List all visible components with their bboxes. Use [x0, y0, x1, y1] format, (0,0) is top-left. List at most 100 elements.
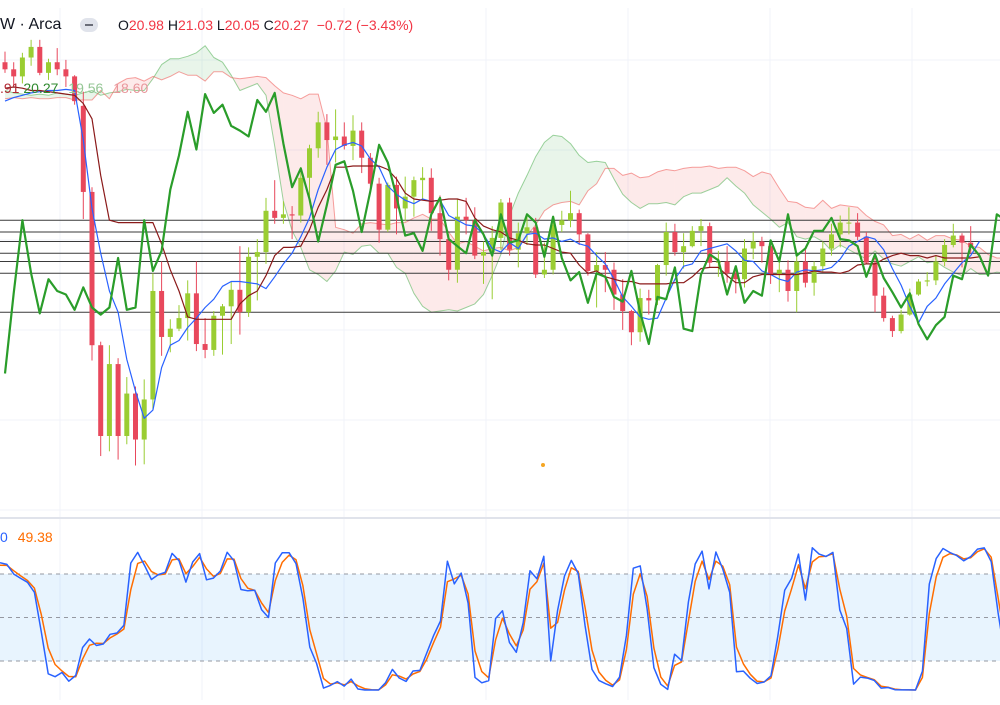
candle — [576, 209, 582, 245]
candle — [150, 273, 156, 409]
cloud-segment — [570, 143, 580, 205]
candle-body — [315, 122, 321, 149]
eye-icon[interactable] — [80, 18, 98, 32]
candle-body — [63, 69, 69, 77]
candle-body — [298, 177, 304, 216]
candle — [167, 319, 173, 353]
leading-span-a-line — [4, 45, 1000, 313]
candle — [350, 115, 356, 161]
candle-body — [559, 220, 565, 225]
close-value: 20.27 — [273, 17, 309, 33]
cloud-segment — [918, 234, 928, 263]
candle — [124, 377, 130, 445]
candle-body — [124, 393, 130, 437]
candle-body — [515, 233, 521, 250]
cloud-segment — [361, 222, 371, 247]
candle-body — [811, 266, 817, 283]
leading-span-b-line — [4, 71, 1000, 259]
open-value: 20.98 — [128, 17, 164, 33]
candle-body — [89, 191, 95, 346]
ichimoku-legend: .91 20.27 19.56 18.60 — [0, 80, 148, 96]
candle-body — [863, 236, 869, 263]
candle — [385, 182, 391, 233]
candle — [881, 287, 887, 322]
high-label: H — [167, 17, 178, 33]
symbol-label[interactable]: W · Arca — [0, 16, 62, 33]
candle — [185, 280, 191, 341]
candle — [402, 176, 408, 222]
close-label: C — [263, 17, 274, 33]
candle-body — [385, 184, 391, 230]
cloud-segment — [735, 167, 745, 194]
candle — [463, 197, 469, 235]
candle-body — [37, 46, 43, 73]
cloud-segment — [805, 207, 815, 240]
candle — [437, 195, 443, 256]
candle — [63, 59, 69, 87]
cloud-segment — [761, 171, 771, 220]
candle-body — [350, 130, 356, 146]
candle-body — [689, 230, 695, 247]
cloud-segment — [274, 85, 284, 202]
candle — [533, 217, 539, 279]
candle-body — [785, 269, 791, 291]
candle-body — [742, 248, 747, 280]
candle — [707, 222, 713, 268]
candle-body — [437, 213, 443, 240]
candle — [115, 358, 121, 460]
candle — [98, 341, 104, 457]
candle — [228, 281, 234, 345]
candle — [481, 241, 486, 284]
cloud-segment — [413, 214, 423, 307]
candle-body — [776, 269, 782, 275]
candle-body — [907, 294, 913, 315]
candle-body — [733, 273, 739, 280]
candle — [420, 167, 426, 201]
ichimoku-span-a-value: 19.56 — [68, 80, 104, 96]
candle-body — [550, 224, 556, 270]
open-label: O — [118, 17, 129, 33]
candle — [724, 246, 730, 283]
lagging-span-line — [3, 91, 1000, 374]
candle — [515, 222, 521, 268]
cloud-segment — [187, 52, 197, 76]
candle — [2, 51, 8, 73]
cloud-segment — [179, 56, 188, 76]
candle-body — [359, 130, 365, 158]
candle-body — [141, 399, 147, 440]
candle — [646, 289, 652, 315]
cloud-segment — [701, 165, 710, 194]
candle — [19, 52, 25, 84]
candle-body — [167, 328, 173, 337]
candle-body — [889, 318, 895, 332]
candle-body — [263, 210, 269, 253]
conversion-line — [4, 88, 980, 419]
cloud-segment — [979, 247, 989, 275]
candle — [359, 122, 365, 174]
candle — [733, 268, 739, 294]
cloud-segment — [666, 169, 675, 205]
candle — [237, 246, 243, 335]
candle-body — [585, 234, 591, 271]
cloud-segment — [309, 94, 319, 275]
ohlc-values: O20.98 H21.03 L20.05 C20.27 −0.72 (−3.43… — [118, 17, 413, 33]
candle-body — [681, 246, 687, 253]
candle-body — [498, 202, 504, 238]
low-label: L — [216, 17, 225, 33]
candle-body — [211, 315, 217, 350]
cloud-segment — [674, 168, 684, 205]
candle-body — [933, 261, 939, 281]
candle — [568, 190, 573, 228]
candle-body — [324, 122, 330, 141]
cloud-segment — [796, 202, 806, 240]
candle-body — [750, 241, 756, 249]
candle — [89, 187, 95, 361]
candle — [11, 62, 17, 87]
candle — [620, 279, 626, 330]
candle — [211, 311, 217, 356]
cloud-segment — [901, 234, 910, 267]
candle-body — [881, 295, 887, 319]
candle — [794, 253, 800, 313]
